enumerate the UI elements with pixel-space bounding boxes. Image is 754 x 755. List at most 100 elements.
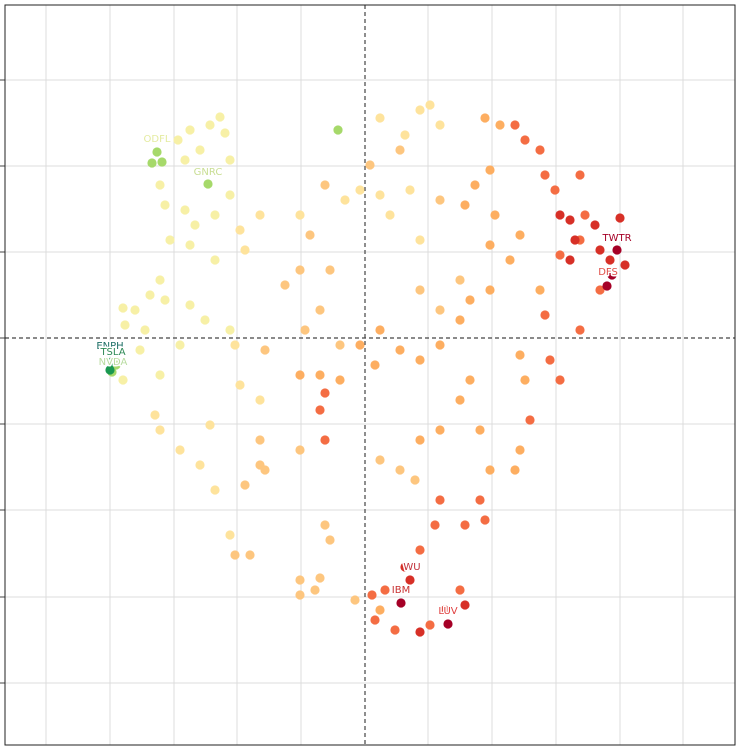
point: [295, 210, 305, 220]
point: [570, 235, 580, 245]
point: [180, 155, 190, 165]
point: [395, 465, 405, 475]
point: [333, 125, 343, 135]
point: [320, 435, 330, 445]
point: [210, 210, 220, 220]
point: [535, 285, 545, 295]
point: [255, 395, 265, 405]
point: [295, 575, 305, 585]
point: [390, 625, 400, 635]
point: [355, 185, 365, 195]
point: [180, 205, 190, 215]
point: [140, 325, 150, 335]
point: [396, 598, 406, 608]
point: [425, 620, 435, 630]
point: [505, 255, 515, 265]
point: [320, 388, 330, 398]
point: [485, 465, 495, 475]
point: [295, 265, 305, 275]
point: [405, 575, 415, 585]
point: [385, 210, 395, 220]
point: [465, 295, 475, 305]
point: [155, 370, 165, 380]
point: [375, 455, 385, 465]
point: [240, 480, 250, 490]
point: [435, 195, 445, 205]
point: [405, 185, 415, 195]
point: [415, 435, 425, 445]
point: [400, 130, 410, 140]
point: [240, 245, 250, 255]
point: [480, 515, 490, 525]
point: [152, 147, 162, 157]
point: [295, 590, 305, 600]
point: [370, 615, 380, 625]
point: [255, 435, 265, 445]
point: [460, 600, 470, 610]
point: [602, 281, 612, 291]
point: [565, 255, 575, 265]
point: [612, 245, 622, 255]
point: [435, 340, 445, 350]
point: [435, 120, 445, 130]
point: [475, 425, 485, 435]
point: [215, 112, 225, 122]
point: [455, 275, 465, 285]
point: [225, 155, 235, 165]
annotation: GNRC: [194, 167, 223, 178]
point: [230, 340, 240, 350]
point: [565, 215, 575, 225]
point: [415, 235, 425, 245]
point: [325, 265, 335, 275]
point: [295, 445, 305, 455]
point: [595, 285, 605, 295]
point: [520, 135, 530, 145]
point: [147, 158, 157, 168]
point: [620, 260, 630, 270]
point: [415, 545, 425, 555]
annotation: IBM: [392, 585, 410, 596]
point: [575, 325, 585, 335]
point: [475, 495, 485, 505]
point: [440, 605, 450, 615]
point: [455, 315, 465, 325]
point: [525, 415, 535, 425]
point: [120, 320, 130, 330]
plot-frame: [4, 4, 736, 746]
point: [190, 220, 200, 230]
point: [325, 535, 335, 545]
point: [195, 460, 205, 470]
point: [205, 420, 215, 430]
point: [410, 475, 420, 485]
point: [535, 145, 545, 155]
point: [425, 100, 435, 110]
point: [225, 325, 235, 335]
point: [540, 310, 550, 320]
point: [435, 305, 445, 315]
point: [235, 225, 245, 235]
annotation: ODFL: [144, 134, 171, 145]
point: [380, 585, 390, 595]
point: [540, 170, 550, 180]
point: [255, 210, 265, 220]
point: [335, 375, 345, 385]
annotation: TWTR: [601, 233, 631, 244]
point: [160, 200, 170, 210]
point: [310, 585, 320, 595]
point: [173, 135, 183, 145]
point: [175, 445, 185, 455]
point: [145, 290, 155, 300]
point: [435, 495, 445, 505]
point: [150, 410, 160, 420]
point: [295, 370, 305, 380]
point: [400, 562, 410, 572]
annotation: NVDA: [99, 357, 128, 368]
point: [300, 325, 310, 335]
point: [595, 245, 605, 255]
point: [305, 230, 315, 240]
point: [135, 345, 145, 355]
point: [260, 465, 270, 475]
point: [118, 303, 128, 313]
point: [415, 285, 425, 295]
